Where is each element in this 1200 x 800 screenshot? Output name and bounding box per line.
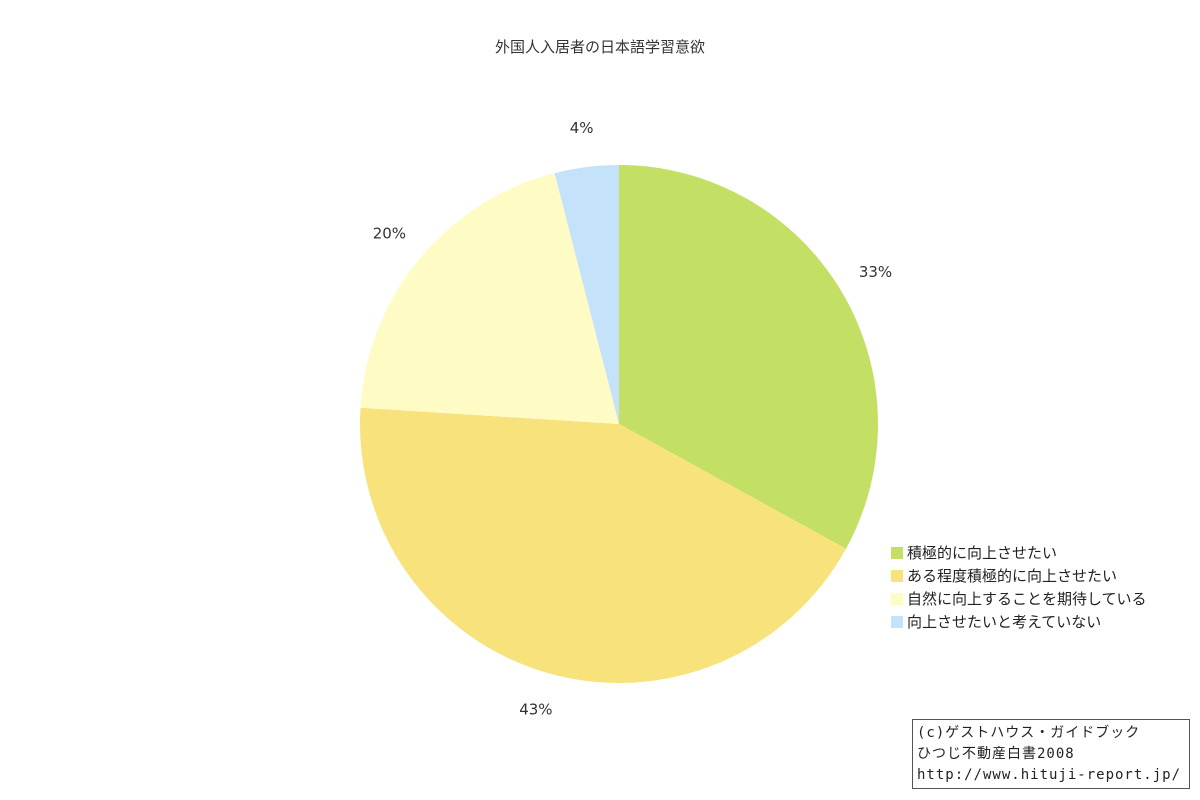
legend-swatch-4 (891, 615, 903, 628)
legend: 積極的に向上させたいある程度積極的に向上させたい自然に向上することを期待している… (891, 541, 1147, 633)
pie-value-label-1: 33% (859, 263, 892, 281)
legend-label-3: 自然に向上することを期待している (907, 590, 1147, 608)
legend-item-1: 積極的に向上させたい (891, 541, 1147, 564)
credit-line-url[interactable]: http://www.hituji-report.jp/ (917, 767, 1182, 783)
legend-item-4: 向上させたいと考えていない (891, 610, 1147, 633)
credit-box: (c)ゲストハウス・ガイドブック ひつじ不動産白書2008 http://www… (912, 719, 1190, 789)
legend-label-4: 向上させたいと考えていない (907, 613, 1102, 631)
pie-value-label-3: 20% (373, 225, 406, 243)
credit-line-publication: ひつじ不動産白書2008 (917, 746, 1075, 762)
pie-value-label-4: 4% (570, 119, 594, 137)
legend-label-1: 積極的に向上させたい (907, 544, 1058, 562)
pie-slice-1 (619, 165, 878, 549)
pie-slices (359, 165, 878, 683)
legend-item-3: 自然に向上することを期待している (891, 587, 1147, 610)
legend-swatch-2 (891, 569, 903, 582)
pie-slice-4 (554, 165, 619, 424)
chart-title: 外国人入居者の日本語学習意欲 (494, 38, 705, 56)
legend-swatch-1 (891, 546, 903, 559)
legend-item-2: ある程度積極的に向上させたい (891, 564, 1147, 587)
pie-value-labels: 33% 43% 20% 4% (373, 119, 892, 719)
credit-line-copyright: (c)ゲストハウス・ガイドブック (917, 725, 1141, 741)
pie-value-label-2: 43% (519, 701, 552, 719)
legend-label-2: ある程度積極的に向上させたい (907, 567, 1118, 585)
pie-slice-3 (360, 173, 619, 424)
legend-swatch-3 (891, 592, 903, 605)
pie-slice-2 (359, 407, 846, 683)
